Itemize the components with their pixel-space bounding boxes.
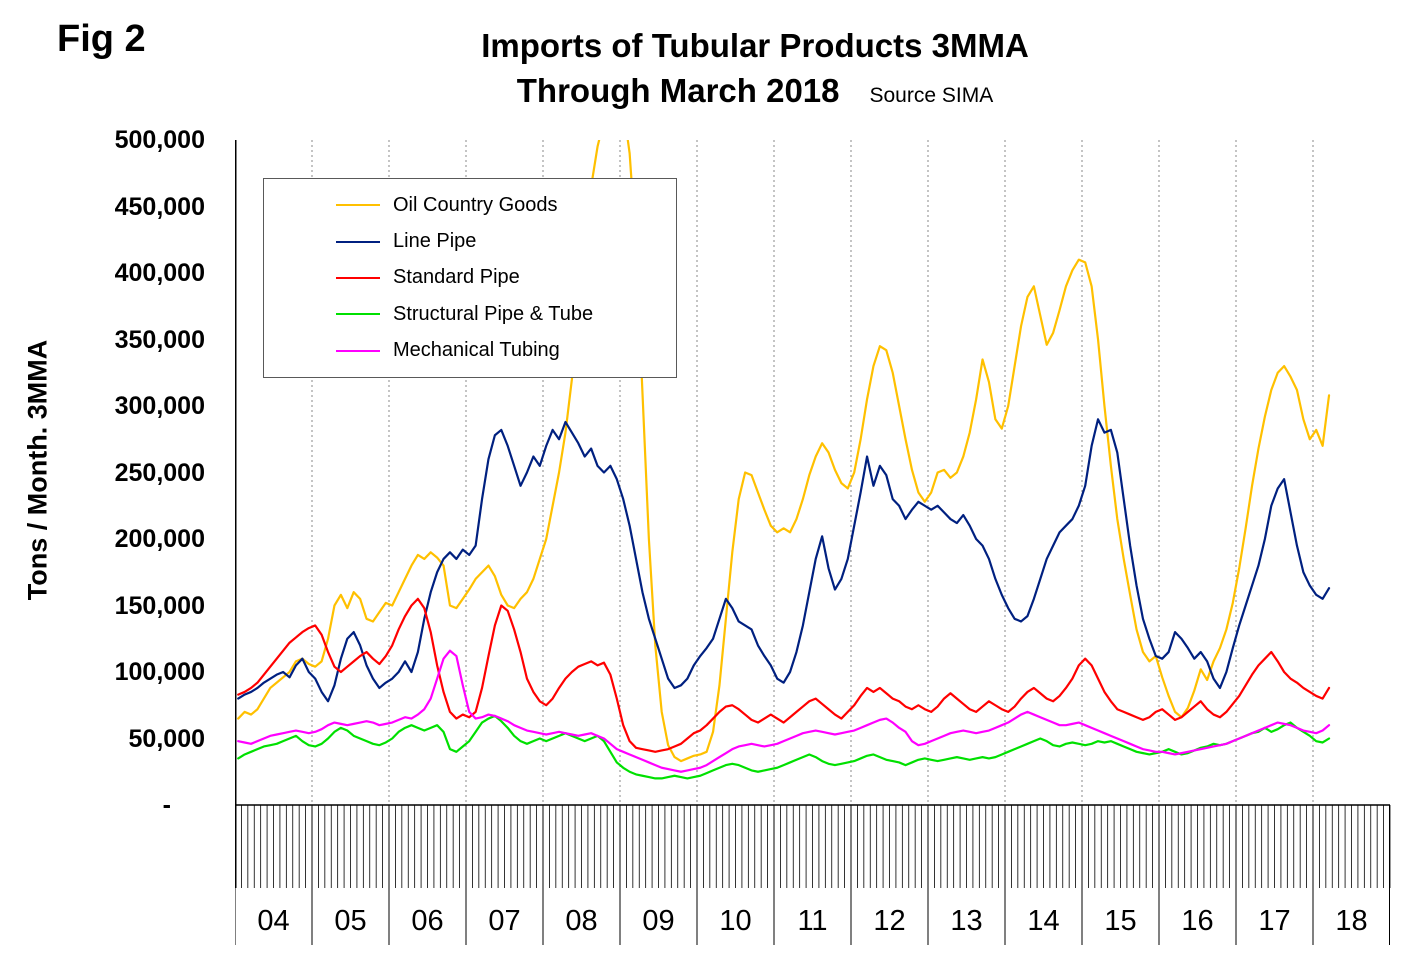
y-tick-label: 450,000	[114, 192, 205, 221]
x-year-label: 11	[797, 905, 828, 937]
legend-label: Line Pipe	[393, 230, 477, 253]
x-year-label: 13	[950, 905, 983, 937]
series-line-oil-country-goods	[237, 140, 1331, 763]
legend-entry: Line Pipe	[264, 230, 676, 253]
series-line-standard-pipe	[237, 597, 1331, 753]
legend-entry: Structural Pipe & Tube	[264, 303, 676, 326]
y-tick-label: -	[162, 791, 171, 819]
series-line-structural-pipe-tube	[237, 714, 1331, 780]
chart-title-block: Imports of Tubular Products 3MMA Through…	[190, 24, 1320, 113]
legend-label: Mechanical Tubing	[393, 339, 560, 362]
x-year-label: 09	[642, 905, 675, 937]
y-tick-label: 400,000	[114, 259, 205, 287]
legend-line-sample	[336, 276, 380, 279]
x-year-label: 18	[1335, 905, 1368, 937]
y-tick-label: 50,000	[128, 724, 205, 753]
y-tick-label: 350,000	[114, 325, 205, 354]
legend-line-sample	[336, 240, 380, 243]
chart-legend: Oil Country Goods Line Pipe Standard Pipe S…	[263, 178, 677, 378]
series-line-mechanical-tubing	[237, 649, 1331, 773]
x-year-label: 05	[334, 905, 367, 937]
x-year-label: 06	[411, 905, 444, 937]
y-tick-label: 250,000	[114, 458, 205, 487]
x-year-label: 08	[565, 905, 598, 937]
legend-entry: Standard Pipe	[264, 266, 676, 289]
x-year-label: 16	[1181, 905, 1214, 937]
x-year-label: 14	[1027, 905, 1060, 937]
legend-line-sample	[336, 204, 380, 207]
legend-label: Structural Pipe & Tube	[393, 302, 594, 325]
legend-label: Oil Country Goods	[393, 193, 558, 216]
x-year-label: 17	[1258, 905, 1291, 937]
y-tick-label: 300,000	[114, 392, 205, 420]
legend-entry: Oil Country Goods	[264, 194, 676, 217]
legend-line-sample	[336, 349, 380, 352]
figure-number-label: Fig 2	[57, 18, 146, 60]
legend-label: Standard Pipe	[393, 266, 520, 289]
x-year-label: 07	[488, 905, 521, 937]
x-year-label: 04	[257, 905, 290, 937]
y-tick-label: 200,000	[114, 525, 205, 553]
y-tick-label: 150,000	[114, 591, 205, 620]
chart-source-label: Source SIMA	[869, 83, 994, 107]
chart-title-line1: Imports of Tubular Products 3MMA	[481, 27, 1029, 64]
legend-line-sample	[336, 313, 380, 316]
legend-entry: Mechanical Tubing	[264, 339, 676, 362]
chart-title-line2-text: Through March 2018	[516, 71, 840, 109]
y-tick-label: 500,000	[114, 126, 205, 154]
x-year-label: 15	[1104, 905, 1137, 937]
x-year-label: 12	[873, 905, 906, 937]
y-tick-label: 100,000	[114, 658, 205, 686]
chart-title-line2: Through March 2018 Source SIMA	[190, 69, 1320, 114]
series-line-line-pipe	[237, 418, 1331, 703]
x-year-label: 10	[719, 905, 752, 937]
